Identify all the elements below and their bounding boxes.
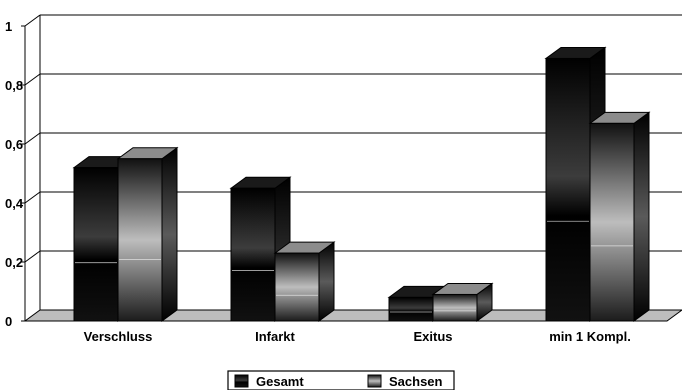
bar-front-face: [388, 296, 434, 322]
gridline-depth: [24, 191, 41, 204]
gridline-depth: [24, 250, 41, 263]
gridline-depth: [24, 73, 41, 86]
bar-sachsen-1: [273, 241, 336, 322]
bar-side-face: [633, 111, 650, 322]
legend-swatch-sachsen: [367, 374, 382, 388]
bar-gesamt-3: [544, 46, 607, 322]
bar-front-face: [545, 57, 591, 322]
bar-sachsen-2: [431, 282, 494, 322]
y-tick-label: 0,6: [5, 137, 23, 152]
x-axis: Verschluss Infarkt Exitus min 1 Kompl.: [84, 329, 631, 344]
x-tick-label: min 1 Kompl.: [549, 329, 631, 344]
bar-front-face: [274, 252, 320, 322]
legend-box: [227, 370, 455, 390]
bars: [72, 46, 651, 322]
bar-front-face: [589, 122, 635, 322]
bar-side-face: [161, 146, 178, 322]
legend-swatch-gesamt: [234, 374, 249, 388]
bar-front-face: [230, 187, 276, 322]
gridline-depth: [24, 132, 41, 145]
x-tick-label: Exitus: [413, 329, 452, 344]
legend: Gesamt Sachsen: [227, 370, 455, 390]
bar-sachsen-3: [588, 111, 651, 322]
y-tick-label: 0,4: [5, 196, 24, 211]
x-tick-label: Verschluss: [84, 329, 153, 344]
y-tick-label: 0,8: [5, 78, 23, 93]
y-tick-label: 0: [5, 314, 12, 329]
y-axis: 0 0,2 0,4 0,6 0,8 1: [5, 19, 26, 329]
plot-frame: [24, 14, 682, 310]
bar-front-face: [432, 293, 478, 322]
bar-front-face: [73, 167, 119, 322]
bar-sachsen-0: [116, 146, 179, 322]
y-tick-label: 0,2: [5, 255, 23, 270]
bar-side-face: [318, 241, 335, 322]
legend-label-gesamt: Gesamt: [256, 374, 304, 389]
x-tick-label: Infarkt: [255, 329, 295, 344]
y-tick-label: 1: [5, 19, 12, 34]
bar-front-face: [117, 158, 163, 322]
frame-depth-edge: [24, 14, 41, 27]
legend-label-sachsen: Sachsen: [389, 374, 443, 389]
